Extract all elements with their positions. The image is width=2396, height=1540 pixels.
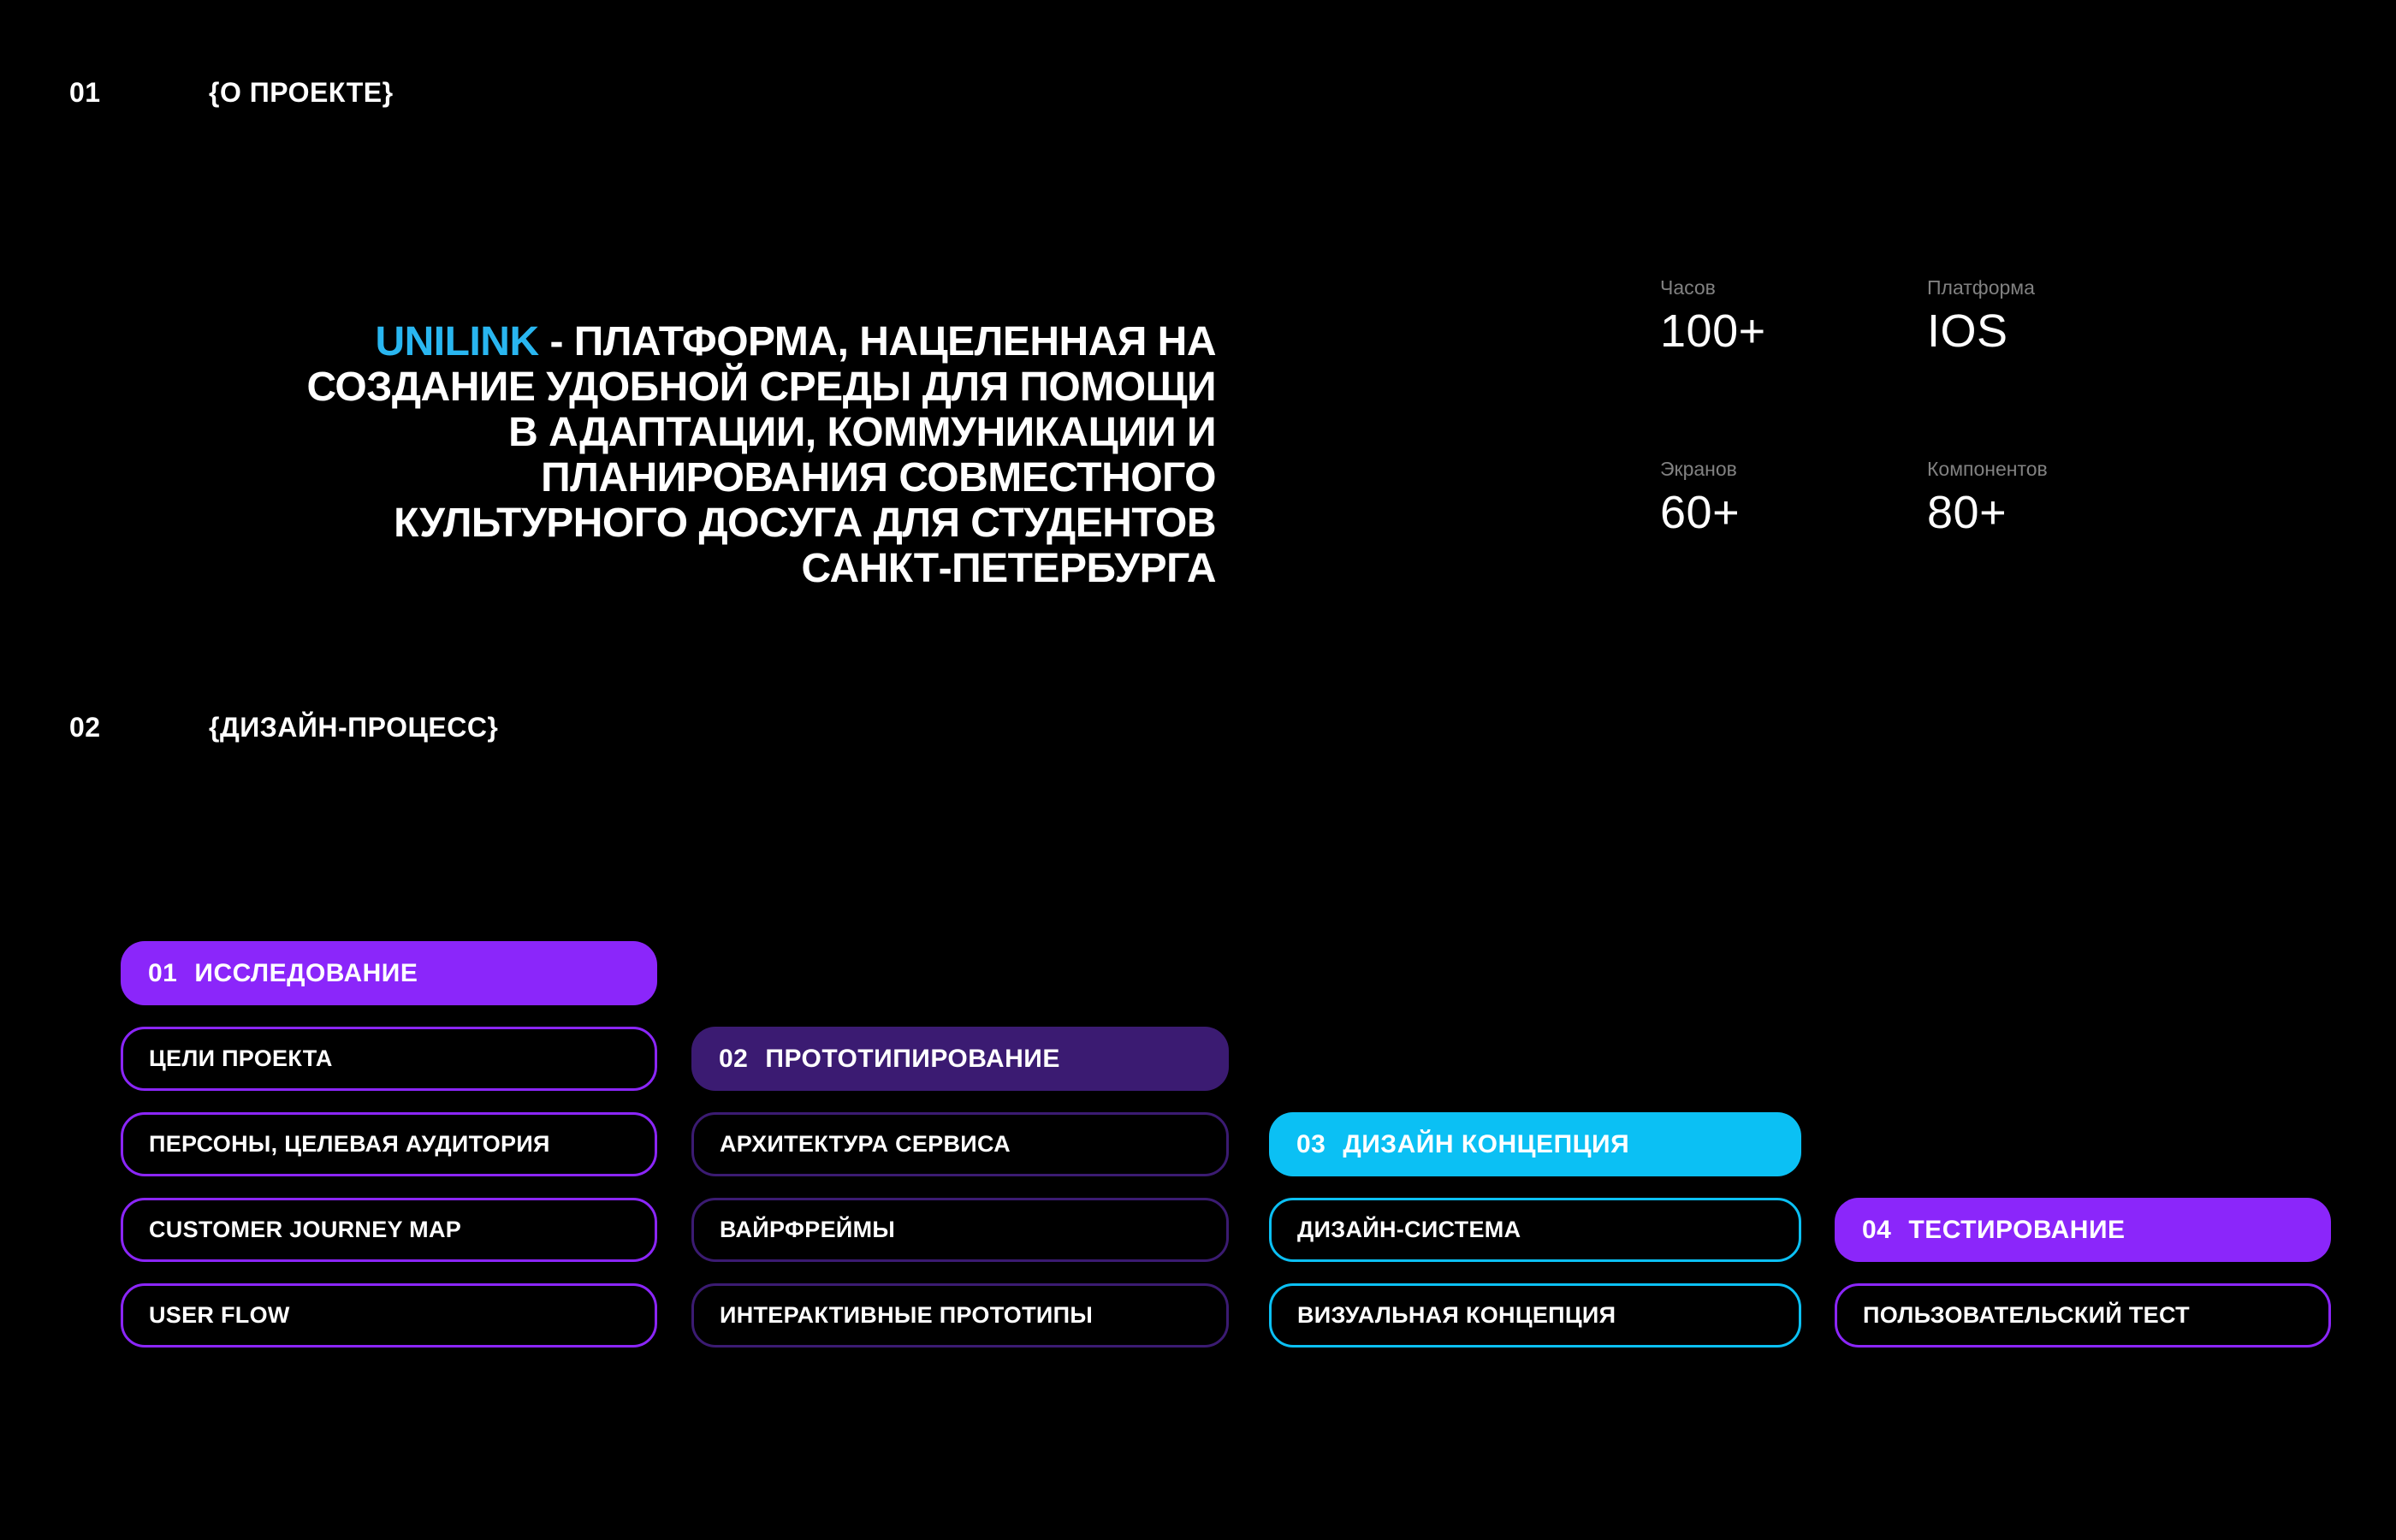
process-step-header: 04 ТЕСТИРОВАНИЕ xyxy=(1835,1198,2331,1262)
stat-value: IOS xyxy=(1927,305,2008,357)
process-item: ПОЛЬЗОВАТЕЛЬСКИЙ ТЕСТ xyxy=(1835,1283,2331,1348)
process-step-header: 03 ДИЗАЙН КОНЦЕПЦИЯ xyxy=(1269,1112,1801,1176)
process-column-design-concept: 03 ДИЗАЙН КОНЦЕПЦИЯ ДИЗАЙН-СИСТЕМА ВИЗУА… xyxy=(1269,1112,1801,1348)
process-column-prototyping: 02 ПРОТОТИПИРОВАНИЕ АРХИТЕКТУРА СЕРВИСА … xyxy=(691,1027,1229,1348)
section-label: {О ПРОЕКТЕ} xyxy=(209,77,394,108)
process-column-research: 01 ИССЛЕДОВАНИЕ ЦЕЛИ ПРОЕКТА ПЕРСОНЫ, ЦЕ… xyxy=(121,941,657,1348)
stat-hours: Часов 100+ xyxy=(1660,275,1927,358)
section-number: 01 xyxy=(69,77,101,108)
process-step-header: 01 ИССЛЕДОВАНИЕ xyxy=(121,941,657,1005)
stat-label: Компонентов xyxy=(1927,458,2048,480)
brand-name: UNILINK xyxy=(375,319,539,364)
stat-screens: Экранов 60+ xyxy=(1660,457,1927,539)
stat-value: 80+ xyxy=(1927,487,2008,538)
process-item: АРХИТЕКТУРА СЕРВИСА xyxy=(691,1112,1229,1176)
project-stats: Часов 100+ Платформа IOS Экранов 60+ Ком… xyxy=(1660,275,2194,539)
process-item: ИНТЕРАКТИВНЫЕ ПРОТОТИПЫ xyxy=(691,1283,1229,1348)
process-item: CUSTOMER JOURNEY MAP xyxy=(121,1198,657,1262)
stat-platform: Платформа IOS xyxy=(1927,275,2194,358)
step-number: 04 xyxy=(1862,1215,1892,1244)
stat-value: 60+ xyxy=(1660,487,1741,538)
section-number: 02 xyxy=(69,712,101,743)
step-title: ПРОТОТИПИРОВАНИЕ xyxy=(765,1044,1060,1073)
section-tag-process: 02 {ДИЗАЙН-ПРОЦЕСС} xyxy=(69,712,498,743)
process-item: ЦЕЛИ ПРОЕКТА xyxy=(121,1027,657,1091)
stat-label: Платформа xyxy=(1927,276,2035,299)
stat-components: Компонентов 80+ xyxy=(1927,457,2194,539)
step-title: ИССЛЕДОВАНИЕ xyxy=(194,958,418,987)
process-item: ВАЙРФРЕЙМЫ xyxy=(691,1198,1229,1262)
process-item: USER FLOW xyxy=(121,1283,657,1348)
process-column-testing: 04 ТЕСТИРОВАНИЕ ПОЛЬЗОВАТЕЛЬСКИЙ ТЕСТ xyxy=(1835,1198,2331,1348)
stat-label: Экранов xyxy=(1660,458,1737,480)
section-tag-about: 01 {О ПРОЕКТЕ} xyxy=(69,77,394,109)
process-item: ДИЗАЙН-СИСТЕМА xyxy=(1269,1198,1801,1262)
step-number: 02 xyxy=(719,1044,749,1073)
process-item: ВИЗУАЛЬНАЯ КОНЦЕПЦИЯ xyxy=(1269,1283,1801,1348)
stat-label: Часов xyxy=(1660,276,1716,299)
step-number: 03 xyxy=(1296,1129,1326,1158)
step-title: ТЕСТИРОВАНИЕ xyxy=(1908,1215,2126,1244)
stat-value: 100+ xyxy=(1660,305,1766,357)
heading-text: - ПЛАТФОРМА, НАЦЕЛЕННАЯ НА СОЗДАНИЕ УДОБ… xyxy=(306,319,1216,591)
design-process-board: 01 ИССЛЕДОВАНИЕ ЦЕЛИ ПРОЕКТА ПЕРСОНЫ, ЦЕ… xyxy=(0,941,2396,1454)
process-item: ПЕРСОНЫ, ЦЕЛЕВАЯ АУДИТОРИЯ xyxy=(121,1112,657,1176)
step-number: 01 xyxy=(148,958,178,987)
project-description-heading: UNILINK - ПЛАТФОРМА, НАЦЕЛЕННАЯ НА СОЗДА… xyxy=(0,274,1216,591)
process-step-header: 02 ПРОТОТИПИРОВАНИЕ xyxy=(691,1027,1229,1091)
step-title: ДИЗАЙН КОНЦЕПЦИЯ xyxy=(1343,1129,1630,1158)
section-label: {ДИЗАЙН-ПРОЦЕСС} xyxy=(209,712,499,743)
